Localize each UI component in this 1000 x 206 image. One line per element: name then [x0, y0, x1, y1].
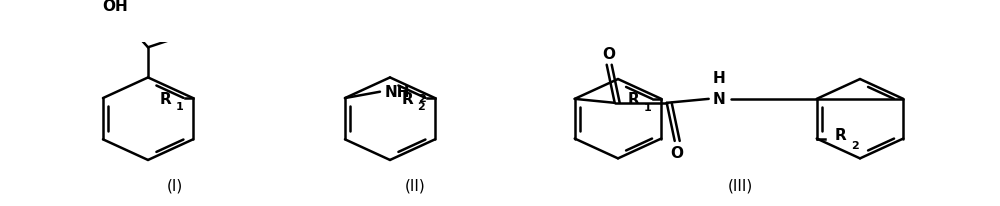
Text: R: R: [835, 128, 846, 142]
Text: (II): (II): [405, 178, 425, 193]
Text: (I): (I): [167, 178, 183, 193]
Text: O: O: [670, 145, 683, 160]
Text: 2: 2: [418, 94, 426, 104]
Text: H: H: [712, 70, 725, 85]
Text: R: R: [401, 91, 413, 106]
Text: N: N: [712, 92, 725, 107]
Text: 2: 2: [417, 102, 425, 111]
Text: NH: NH: [385, 85, 410, 100]
Text: R: R: [628, 92, 639, 107]
Text: 2: 2: [851, 140, 858, 150]
Text: O: O: [602, 47, 615, 61]
Text: (III): (III): [727, 178, 753, 193]
Text: 1: 1: [175, 102, 183, 111]
Text: R: R: [159, 91, 171, 106]
Text: OH: OH: [102, 0, 128, 14]
Text: 1: 1: [644, 102, 651, 112]
